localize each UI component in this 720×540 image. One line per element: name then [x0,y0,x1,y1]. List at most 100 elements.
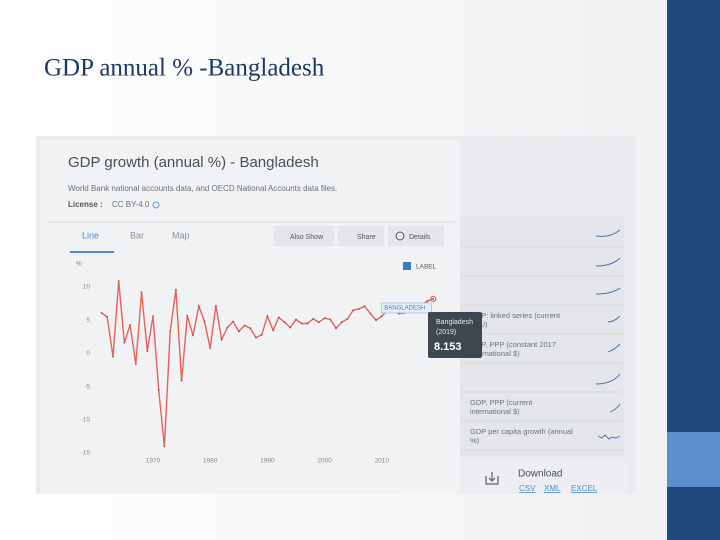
related-list: GDP: linked series (currentLCU)GDP, PPP … [462,229,622,451]
data-point [369,312,372,315]
data-point [375,319,377,322]
x-tick-label: 2010 [375,458,390,465]
y-tick-label: -15 [81,450,91,457]
sparkline [595,229,621,237]
data-point [380,315,383,318]
data-point [295,318,297,321]
data-point [323,317,326,320]
data-point [260,333,263,336]
tab[interactable]: Bar [130,230,144,240]
sparkline [607,343,621,353]
data-point [249,327,252,330]
download-panel [464,460,628,494]
data-point [426,300,429,302]
y-tick-label: -10 [81,417,91,424]
button[interactable] [338,226,384,246]
tab[interactable]: Line [82,230,99,240]
tooltip-value: 8.153 [434,341,462,353]
license-label: License : [68,200,103,209]
data-point [352,309,355,312]
y-tick-label: -5 [84,383,90,390]
data-point [300,322,303,325]
button-label[interactable]: Also Show [290,234,324,241]
data-point [232,320,234,323]
data-point [169,330,172,333]
data-point [226,326,229,329]
data-point [283,321,286,324]
related-panel [460,216,624,456]
related-item[interactable]: GDP, PPP (constant 2017 international $) [470,340,556,358]
data-point [186,314,189,317]
data-point [363,305,366,308]
data-point [312,317,315,320]
button-label[interactable]: Share [357,234,376,241]
data-point [174,288,177,291]
download-icon [485,472,499,485]
data-point [140,291,143,294]
sparkline [595,287,621,295]
data-point [129,323,132,326]
data-point [317,321,320,324]
data-point [329,318,332,321]
related-item[interactable]: GDP per capita growth (annual%) [470,427,573,445]
tooltip: Bangladesh (2019) 8.153 [428,312,482,358]
data-point [106,315,109,318]
info-icon [395,231,405,241]
plot: % 10 5 0 -5 -10 -15 1970 1980 1990 2000 2010 BANGLAD… [76,261,437,465]
data-point [157,389,160,391]
x-tick-label: 2000 [317,458,332,465]
data-point [306,322,309,325]
sparkline [595,373,621,385]
download-title: Download [518,469,562,480]
data-point [255,336,257,339]
data-point [220,338,223,341]
data-point [358,308,360,310]
data-point [100,311,103,314]
tooltip-box [428,312,482,358]
data-point [346,317,349,320]
download-link[interactable]: EXCEL [571,484,598,493]
button-label[interactable]: Details [409,234,431,241]
data-point [163,445,166,448]
data-point [432,298,435,300]
tooltip-period: (2019) [436,329,456,336]
tab[interactable]: Map [172,230,190,240]
download-link[interactable]: CSV [519,484,536,493]
checkbox-label[interactable]: LABEL [416,264,437,271]
series-label-box [380,302,432,314]
y-tick-label: 0 [86,350,90,357]
data-point [117,280,120,282]
data-point [243,324,246,327]
related-item[interactable]: GDP, PPP (current international $) [470,398,533,416]
page-title: GDP growth (annual %) - Bangladesh [68,154,319,171]
y-tick-label: 5 [86,317,90,324]
download-link[interactable]: XML [544,484,561,493]
button[interactable] [274,226,334,246]
sparkline [597,434,621,440]
y-axis-label: % [76,261,82,268]
data-point [197,305,200,308]
data-point [277,316,280,319]
data-point [237,330,240,333]
data-point [146,350,149,353]
data-point [123,341,126,344]
license[interactable]: CC BY-4.0 [112,200,150,209]
info-icon [152,201,160,209]
data-point [289,326,292,329]
data-point [266,315,269,318]
tooltip-name: Bangladesh [436,319,473,326]
data-point [203,320,206,323]
data-point [134,363,137,365]
data-point [209,347,212,349]
highlight-point [430,295,437,303]
sparkline [595,257,621,267]
checkbox[interactable] [403,262,411,270]
y-tick-label: 10 [83,284,91,291]
data-point [192,334,194,337]
photo: GDP growth (annual %) - Bangladesh World… [36,136,636,494]
data-point [112,355,114,358]
x-tick-label: 1970 [146,458,161,465]
button[interactable] [388,226,444,246]
page-panel [40,140,460,494]
